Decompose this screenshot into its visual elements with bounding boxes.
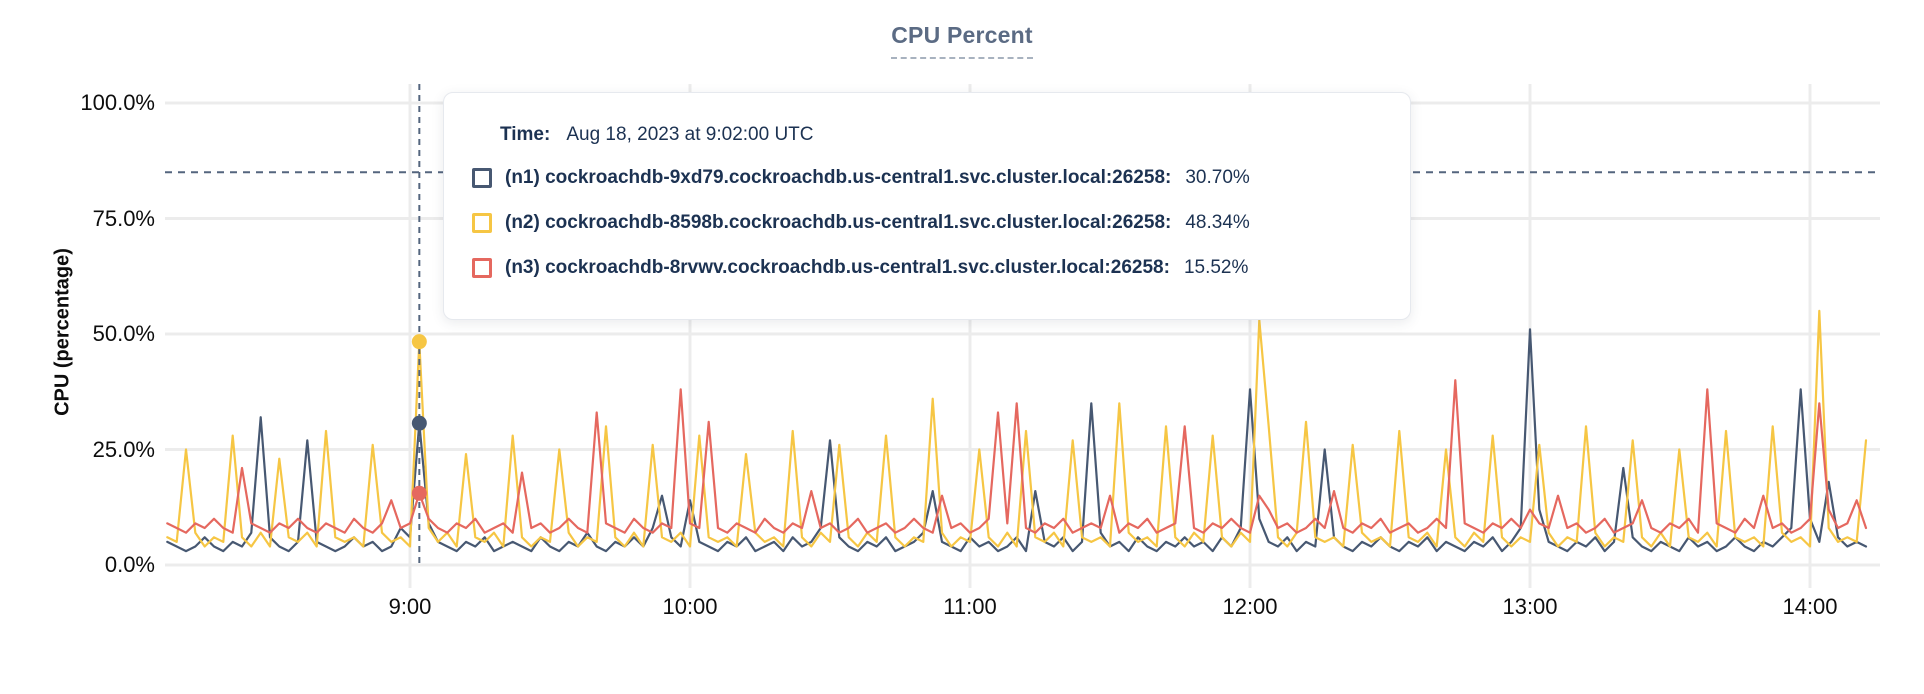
tooltip-series-label: (n1) cockroachdb-9xd79.cockroachdb.us-ce… bbox=[505, 167, 1172, 188]
series-n3-swatch-icon bbox=[472, 258, 492, 278]
series-line-n2[interactable] bbox=[166, 309, 1868, 548]
tooltip-series-value: 30.70% bbox=[1185, 167, 1250, 188]
tooltip-series-row: (n1) cockroachdb-9xd79.cockroachdb.us-ce… bbox=[472, 166, 1370, 190]
x-tick-label: 12:00 bbox=[1222, 594, 1278, 619]
tooltip-series-row: (n2) cockroachdb-8598b.cockroachdb.us-ce… bbox=[472, 211, 1370, 235]
series-line-n3[interactable] bbox=[166, 379, 1868, 534]
chart-title[interactable]: CPU Percent bbox=[891, 22, 1033, 59]
y-tick-label: 50.0% bbox=[92, 321, 155, 346]
tooltip-time-value: Aug 18, 2023 at 9:02:00 UTC bbox=[566, 124, 814, 145]
chart-title-wrap: CPU Percent bbox=[0, 22, 1924, 59]
tooltip-series-row: (n3) cockroachdb-8rvwv.cockroachdb.us-ce… bbox=[472, 256, 1370, 280]
hover-point-n3 bbox=[411, 485, 427, 501]
y-tick-label: 25.0% bbox=[92, 436, 155, 462]
y-tick-label: 100.0% bbox=[80, 90, 155, 115]
tooltip-series-value: 15.52% bbox=[1183, 257, 1249, 278]
hover-point-n1 bbox=[411, 415, 427, 431]
x-tick-label: 11:00 bbox=[943, 594, 997, 619]
x-tick-label: 9:00 bbox=[388, 594, 432, 619]
hover-tooltip: Time: Aug 18, 2023 at 9:02:00 UTC (n1) co… bbox=[443, 92, 1411, 320]
x-tick-label: 10:00 bbox=[662, 594, 718, 619]
hover-point-n2 bbox=[411, 334, 427, 350]
tooltip-series-label: (n2) cockroachdb-8598b.cockroachdb.us-ce… bbox=[505, 212, 1172, 233]
tooltip-time-row: Time: Aug 18, 2023 at 9:02:00 UTC bbox=[500, 123, 1370, 147]
series-n1-swatch-icon bbox=[472, 168, 492, 188]
series-n2-swatch-icon bbox=[472, 213, 492, 233]
x-tick-label: 14:00 bbox=[1782, 594, 1838, 619]
tooltip-series-label: (n3) cockroachdb-8rvwv.cockroachdb.us-ce… bbox=[505, 257, 1170, 278]
x-tick-label: 13:00 bbox=[1502, 594, 1558, 619]
tooltip-series-value: 48.34% bbox=[1185, 212, 1250, 233]
series-line-n1[interactable] bbox=[166, 328, 1868, 553]
tooltip-time-label: Time: bbox=[500, 124, 551, 145]
y-tick-label: 0.0% bbox=[104, 552, 155, 577]
y-tick-label: 75.0% bbox=[92, 205, 155, 231]
